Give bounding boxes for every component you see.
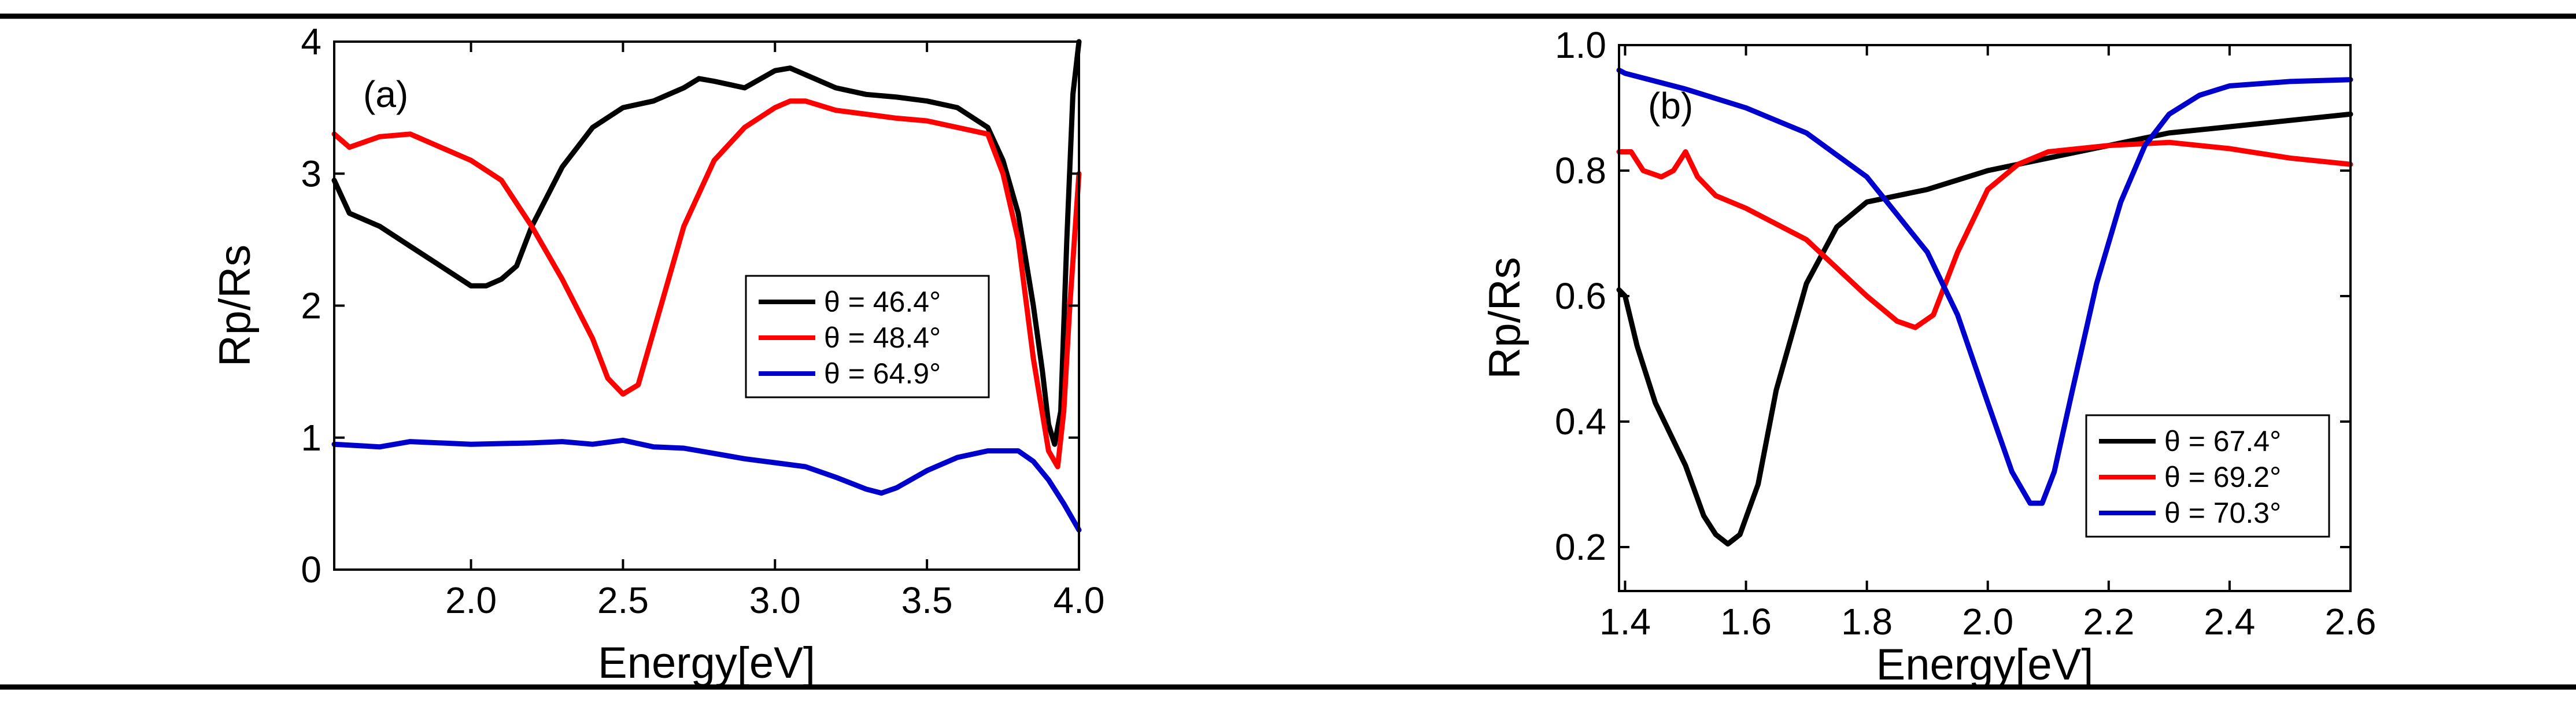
legend-entry-label: θ = 67.4°	[2164, 425, 2281, 457]
x-tick-label: 1.8	[1841, 601, 1893, 642]
x-tick-label: 2.2	[2083, 601, 2134, 642]
x-tick-label: 2.6	[2325, 601, 2377, 642]
y-tick-label: 1.0	[1555, 24, 1606, 66]
x-axis-title: Energy[eV]	[1876, 640, 2094, 689]
y-tick-label: 2	[301, 285, 321, 327]
series-line	[331, 39, 1082, 447]
x-tick-label: 2.0	[445, 579, 497, 621]
series-line	[331, 98, 1082, 470]
chart-panel-b: 1.4 1.6 1.8 2.0 2.2 2.4 2.6 0.2 0.4 0.6 0.8 1.0 (b)…	[1480, 24, 2376, 689]
series-line	[1616, 139, 2353, 330]
series-line	[1616, 67, 2353, 506]
panel-label: (a)	[363, 73, 408, 115]
x-tick-label: 2.5	[597, 579, 649, 621]
y-tick-label: 0.8	[1555, 150, 1606, 191]
y-tick-label: 0	[301, 549, 321, 590]
legend: θ = 67.4° θ = 69.2° θ = 70.3°	[2085, 414, 2330, 538]
y-axis-title: Rp/Rs	[1480, 257, 1529, 379]
x-tick-label: 2.0	[1962, 601, 2013, 642]
series-line	[331, 437, 1082, 533]
legend-entry-label: θ = 48.4°	[824, 322, 941, 354]
legend-entry-label: θ = 69.2°	[2164, 461, 2281, 493]
legend-entry-label: θ = 64.9°	[824, 357, 941, 390]
chart-panel-a: 2.0 2.5 3.0 3.5 4.0 0 1 2 3 4 (a) Energy[eV] Rp/R…	[210, 21, 1104, 688]
legend: θ = 46.4° θ = 48.4° θ = 64.9°	[745, 275, 990, 398]
y-axis-title: Rp/Rs	[210, 245, 260, 367]
y-tick-label: 3	[301, 153, 321, 194]
series-group	[1616, 67, 2353, 547]
x-tick-label: 3.5	[901, 579, 953, 621]
x-axis-title: Energy[eV]	[598, 638, 815, 688]
y-tick-label: 0.6	[1555, 275, 1606, 317]
y-tick-label: 0.2	[1555, 526, 1606, 568]
legend-entry-label: θ = 70.3°	[2164, 497, 2281, 529]
x-tick-label: 3.0	[749, 579, 801, 621]
y-tick-label: 0.4	[1555, 401, 1606, 442]
y-tick-label: 4	[301, 21, 321, 62]
x-tick-label: 2.4	[2204, 601, 2255, 642]
tick-group: 2.0 2.5 3.0 3.5 4.0 0 1 2 3 4	[301, 21, 1104, 621]
panel-label: (b)	[1648, 85, 1693, 127]
tick-group: 1.4 1.6 1.8 2.0 2.2 2.4 2.6 0.2 0.4 0.6 0.8 1.0	[1555, 24, 2376, 642]
x-tick-label: 1.4	[1599, 601, 1651, 642]
series-line	[1616, 111, 2353, 547]
series-group	[331, 39, 1082, 533]
x-tick-label: 1.6	[1720, 601, 1772, 642]
legend-entry-label: θ = 46.4°	[824, 286, 941, 318]
x-tick-label: 4.0	[1054, 579, 1105, 621]
y-tick-label: 1	[301, 417, 321, 459]
plot-frame	[1618, 44, 2352, 592]
